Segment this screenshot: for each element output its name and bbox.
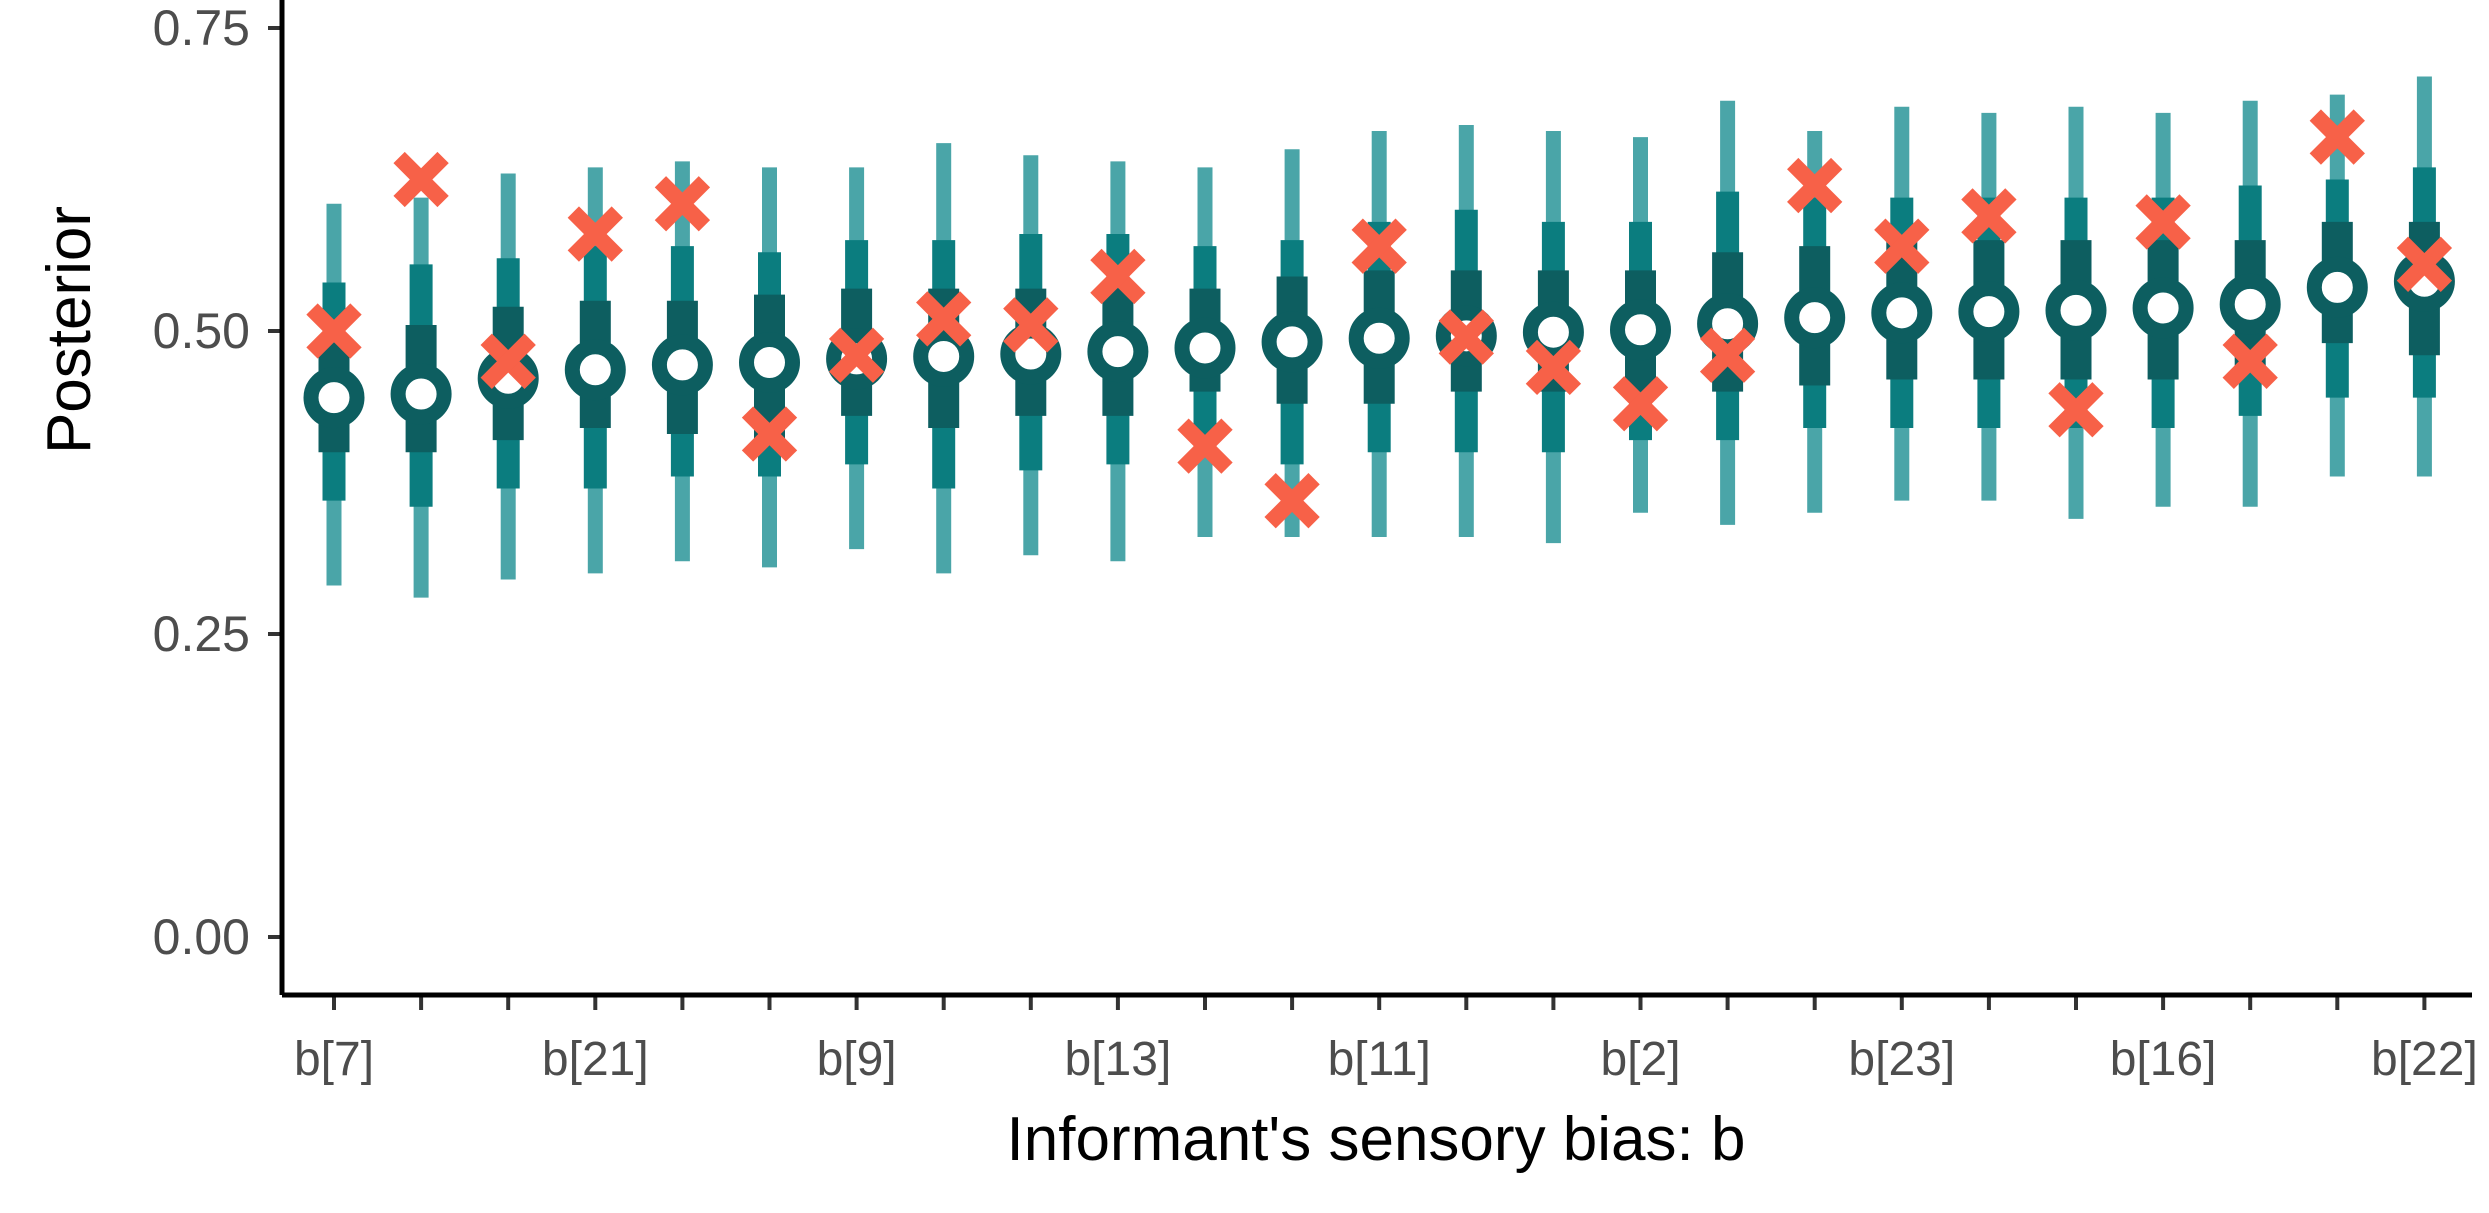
x-tick-label: b[11] — [1328, 1033, 1431, 1086]
median-point — [1348, 307, 1410, 369]
y-tick-label: 0.50 — [153, 303, 250, 359]
true-value-stroke — [1090, 248, 1146, 305]
true-value-marker — [567, 206, 623, 262]
true-value-stroke — [480, 333, 536, 389]
true-value-stroke — [1787, 157, 1843, 214]
true-value-stroke — [1525, 339, 1582, 396]
median-point — [390, 363, 452, 425]
true-value-marker — [1090, 248, 1146, 305]
x-tick-label: b[16] — [2110, 1033, 2217, 1086]
x-tick-label: b[9] — [817, 1033, 897, 1086]
true-value-stroke — [1874, 218, 1930, 274]
median-point — [1610, 299, 1671, 361]
median-point — [2045, 279, 2107, 341]
y-axis-ticks: 0.00 0.25 0.50 0.75 — [153, 0, 282, 965]
x-tick-label: b[22] — [2371, 1033, 2478, 1086]
median-point — [564, 339, 626, 401]
true-value-marker — [916, 291, 972, 347]
median-point — [2132, 277, 2194, 339]
median-point — [1958, 281, 2020, 343]
median-point — [2219, 273, 2281, 335]
median-point — [303, 367, 365, 429]
x-axis-title: Informant's sensory bias: b — [1007, 1105, 1746, 1174]
median-point — [913, 325, 975, 387]
true-value-stroke — [741, 406, 798, 462]
y-axis-title: Posterior — [35, 206, 104, 454]
true-value-marker — [306, 303, 362, 359]
true-value-stroke — [1003, 297, 1059, 353]
true-value-marker — [1003, 297, 1059, 353]
true-value-stroke — [1264, 473, 1320, 529]
true-value-marker — [393, 151, 449, 208]
true-value-stroke — [2135, 194, 2191, 250]
median-point — [1784, 287, 1846, 349]
true-value-marker — [741, 406, 798, 462]
true-value-stroke — [1961, 188, 2017, 244]
median-point — [1522, 301, 1584, 363]
true-value-stroke — [2222, 333, 2278, 389]
true-value-marker — [1787, 157, 1843, 214]
median-point — [739, 332, 800, 394]
median-point — [651, 334, 713, 396]
median-point — [2306, 256, 2368, 318]
x-axis-ticks: b[7] b[21] b[9] b[13] b[11] b[2] b[23] b[16] b[2… — [294, 995, 2478, 1086]
y-tick-label: 0.25 — [153, 606, 250, 662]
true-values — [306, 109, 2453, 529]
true-value-stroke — [654, 176, 711, 232]
true-value-stroke — [2309, 109, 2365, 165]
true-value-marker — [2135, 194, 2191, 250]
x-tick-label: b[7] — [294, 1033, 374, 1086]
true-value-marker — [1351, 218, 1407, 274]
true-value-stroke — [1438, 309, 1494, 365]
true-value-marker — [1525, 339, 1582, 396]
true-value-marker — [1961, 188, 2017, 244]
true-value-marker — [828, 327, 885, 383]
median-point — [1261, 311, 1323, 373]
median-point — [1871, 282, 1933, 344]
true-value-marker — [2396, 236, 2453, 292]
x-tick-label: b[13] — [1065, 1033, 1172, 1086]
true-value-stroke — [567, 206, 623, 262]
true-value-marker — [1612, 376, 1669, 432]
true-value-stroke — [828, 327, 885, 383]
y-tick-label: 0.75 — [153, 0, 250, 56]
true-value-marker — [1177, 418, 1233, 474]
true-value-marker — [1874, 218, 1930, 274]
x-tick-label: b[23] — [1848, 1033, 1955, 1086]
median-point — [1087, 321, 1149, 383]
true-value-stroke — [2396, 236, 2453, 292]
true-value-marker — [2309, 109, 2365, 165]
y-tick-label: 0.00 — [153, 909, 250, 965]
true-value-stroke — [1699, 327, 1756, 383]
true-value-stroke — [1351, 218, 1407, 274]
true-value-stroke — [393, 151, 449, 208]
x-tick-label: b[2] — [1600, 1033, 1680, 1086]
true-value-stroke — [1612, 376, 1669, 432]
true-value-stroke — [916, 291, 972, 347]
true-value-marker — [654, 176, 711, 232]
true-value-marker — [1438, 309, 1494, 365]
x-tick-label: b[21] — [542, 1033, 649, 1086]
true-value-marker — [1699, 327, 1756, 383]
true-value-stroke — [2048, 382, 2104, 438]
true-value-marker — [2048, 382, 2104, 438]
true-value-marker — [480, 333, 536, 389]
true-value-stroke — [1177, 418, 1233, 474]
median-point — [1174, 317, 1236, 379]
true-value-marker — [2222, 333, 2278, 389]
true-value-stroke — [306, 303, 362, 359]
true-value-marker — [1264, 473, 1320, 529]
